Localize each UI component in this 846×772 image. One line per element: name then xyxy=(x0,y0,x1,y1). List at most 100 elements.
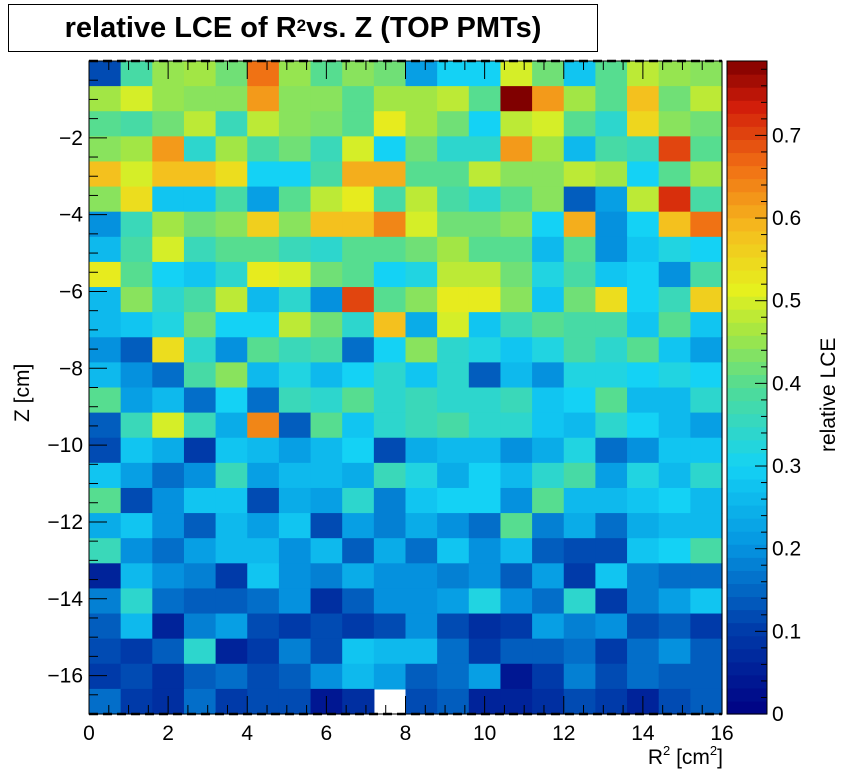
heatmap-cell xyxy=(500,487,533,514)
heatmap-cell xyxy=(658,236,691,263)
heatmap-cell xyxy=(373,513,407,539)
heatmap-cell xyxy=(183,412,217,439)
heatmap-cell xyxy=(690,236,723,263)
heatmap-cell xyxy=(89,638,122,665)
heatmap-cell xyxy=(658,186,691,213)
x-tick-label: 4 xyxy=(241,722,253,745)
heatmap-cell xyxy=(468,563,502,590)
heatmap-cell xyxy=(373,412,407,439)
heatmap-cell xyxy=(183,236,217,263)
heatmap-cell xyxy=(595,688,628,715)
heatmap-cell xyxy=(215,86,248,112)
heatmap-cell xyxy=(183,487,217,514)
heatmap-cell xyxy=(373,136,407,163)
heatmap-cell xyxy=(563,136,596,163)
heatmap-cell xyxy=(89,211,122,238)
heatmap-cell xyxy=(247,261,280,288)
heatmap-cell xyxy=(468,136,502,163)
x-axis-label-part: ] xyxy=(717,746,723,769)
heatmap-cell xyxy=(120,663,153,690)
heatmap-cell xyxy=(405,638,438,665)
heatmap-cell xyxy=(690,287,723,313)
heatmap-cell xyxy=(627,462,660,489)
heatmap-cell xyxy=(310,136,343,163)
x-tick-label: 6 xyxy=(321,722,333,745)
heatmap-cell xyxy=(278,588,312,615)
heatmap-cell xyxy=(215,136,248,163)
heatmap-cell xyxy=(563,663,596,690)
heatmap-cell xyxy=(563,538,596,564)
heatmap-cell xyxy=(342,412,375,439)
palette-band xyxy=(727,309,767,323)
heatmap-cell xyxy=(247,211,280,238)
heatmap-cell xyxy=(563,437,596,464)
heatmap-cell xyxy=(468,613,502,640)
heatmap-cells xyxy=(89,61,723,715)
palette-band xyxy=(727,61,767,75)
heatmap-cell xyxy=(183,186,217,213)
heatmap-cell xyxy=(120,236,153,263)
heatmap-cell xyxy=(627,312,660,338)
heatmap-cell xyxy=(310,638,343,665)
heatmap-cell xyxy=(563,211,596,238)
heatmap-cell xyxy=(342,513,375,539)
heatmap-cell xyxy=(437,487,470,514)
heatmap-cell xyxy=(595,613,628,640)
heatmap-cell xyxy=(215,211,248,238)
heatmap-cell xyxy=(183,161,217,188)
heatmap-cell xyxy=(183,538,217,564)
heatmap-cell xyxy=(595,437,628,464)
heatmap-cell xyxy=(658,588,691,615)
x-axis-label: R2 [cm2] xyxy=(648,743,723,769)
heatmap-cell xyxy=(152,236,185,263)
heatmap-cell xyxy=(437,211,470,238)
heatmap-cell xyxy=(500,111,533,137)
palette-band xyxy=(727,491,767,506)
x-tick-label: 0 xyxy=(83,722,95,745)
title-superscript: 2 xyxy=(296,16,307,35)
heatmap-cell xyxy=(215,337,248,363)
heatmap-cell xyxy=(373,487,407,514)
palette-band xyxy=(727,178,767,193)
heatmap-cell xyxy=(89,161,122,188)
heatmap-cell xyxy=(563,287,596,313)
palette-band xyxy=(727,465,767,480)
heatmap-cell xyxy=(627,186,660,213)
heatmap-cell xyxy=(310,663,343,690)
palette-band xyxy=(727,243,767,258)
heatmap-cell xyxy=(595,61,628,87)
heatmap-cell xyxy=(500,588,533,615)
x-axis-ticks: 0 2 4 6 8 10 12 14 16 xyxy=(83,61,734,745)
heatmap-cell xyxy=(405,211,438,238)
heatmap-cell xyxy=(405,136,438,163)
heatmap-cell xyxy=(183,437,217,464)
palette-band xyxy=(727,478,767,493)
heatmap-cell xyxy=(595,312,628,338)
heatmap-cell xyxy=(120,588,153,615)
heatmap-cell xyxy=(342,337,375,363)
heatmap-cell xyxy=(405,538,438,564)
heatmap-cell xyxy=(89,663,122,690)
palette-band xyxy=(727,439,767,454)
heatmap-cell xyxy=(595,462,628,489)
heatmap-cell xyxy=(500,437,533,464)
heatmap-cell xyxy=(89,61,122,87)
heatmap-cell xyxy=(183,613,217,640)
heatmap-cell xyxy=(120,211,153,238)
heatmap-cell xyxy=(595,538,628,564)
heatmap-cell xyxy=(120,462,153,489)
x-axis-label-part: [cm xyxy=(670,746,710,769)
heatmap-cell xyxy=(183,462,217,489)
heatmap-cell xyxy=(215,688,248,715)
heatmap-cell xyxy=(247,412,280,439)
heatmap-cell xyxy=(373,362,407,389)
heatmap-cell xyxy=(595,111,628,137)
heatmap-cell xyxy=(120,613,153,640)
heatmap-cell xyxy=(89,337,122,363)
x-tick-label: 2 xyxy=(162,722,174,745)
heatmap-cell xyxy=(373,538,407,564)
heatmap-cell xyxy=(342,462,375,489)
heatmap-cell xyxy=(152,638,185,665)
heatmap-cell xyxy=(373,312,407,338)
heatmap-cell xyxy=(500,287,533,313)
